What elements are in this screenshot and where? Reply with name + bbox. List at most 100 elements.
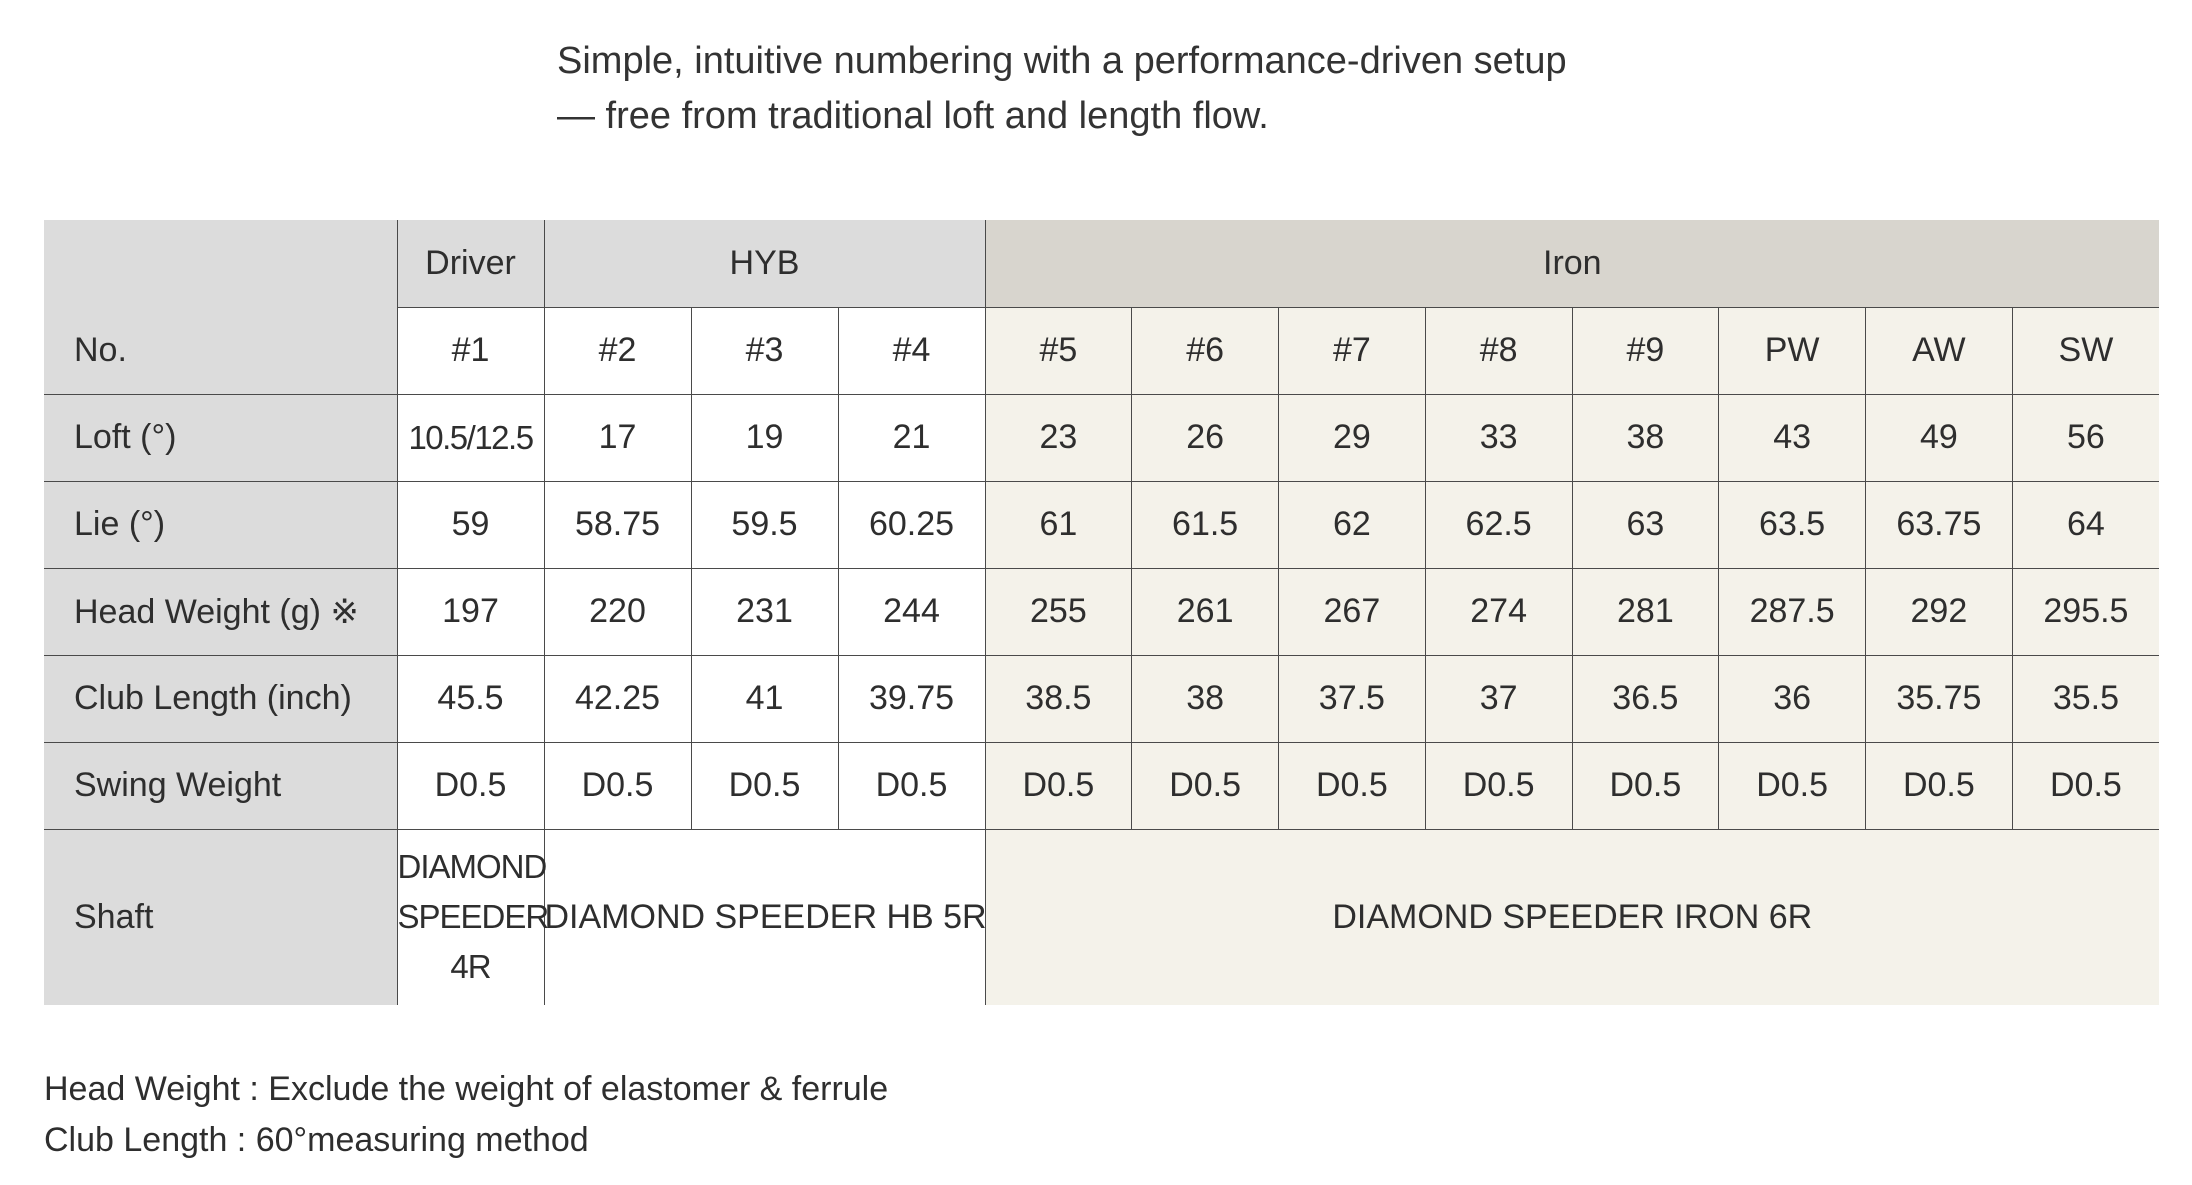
table-cell: 41 (690, 654, 838, 742)
table-cell: #8 (1424, 306, 1572, 394)
table-cell: 63.5 (1718, 480, 1866, 568)
table-cell: D0.5 (2011, 741, 2160, 829)
table-cell: #3 (690, 306, 838, 394)
table-cell: 62 (1278, 480, 1426, 568)
table-cell: D0.5 (984, 741, 1132, 829)
table-cell: 36.5 (1571, 654, 1719, 742)
table-cell: D0.5 (1718, 741, 1866, 829)
table-cell: #9 (1571, 306, 1719, 394)
table-row-swing-weight: Swing Weight D0.5 D0.5 D0.5 D0.5 D0.5 D0.5 D0.… (44, 741, 2160, 829)
note-head-weight: Head Weight : Exclude the weight of elas… (44, 1070, 889, 1108)
table-cell: 39.75 (837, 654, 985, 742)
table-cell: 45.5 (396, 654, 544, 742)
corner-cell (44, 220, 397, 307)
table-cell: 274 (1424, 567, 1572, 655)
table-cell: D0.5 (543, 741, 691, 829)
table-cell: 61.5 (1131, 480, 1279, 568)
table-row-no: No. #1 #2 #3 #4 #5 #6 #7 #8 #9 PW AW SW (44, 306, 2160, 394)
shaft-hyb-cell: DIAMOND SPEEDER HB 5R (543, 828, 987, 1005)
table-cell: D0.5 (1278, 741, 1426, 829)
table-cell: 261 (1131, 567, 1279, 655)
table-row-lie: Lie (°) 59 58.75 59.5 60.25 61 61.5 62 62.5 63 63… (44, 480, 2160, 568)
table-cell: 62.5 (1424, 480, 1572, 568)
table-cell: #5 (984, 306, 1132, 394)
group-header-driver: Driver (396, 220, 544, 307)
group-header-row: Driver HYB Iron (44, 220, 2160, 307)
table-cell: 281 (1571, 567, 1719, 655)
row-label-loft: Loft (°) (44, 393, 397, 481)
note-club-length: Club Length : 60°measuring method (44, 1121, 589, 1159)
table-cell: 29 (1278, 393, 1426, 481)
table-cell: 43 (1718, 393, 1866, 481)
table-cell: 21 (837, 393, 985, 481)
group-header-iron: Iron (984, 220, 2160, 307)
table-cell: 35.5 (2011, 654, 2160, 742)
table-cell: 38 (1571, 393, 1719, 481)
table-cell: 220 (543, 567, 691, 655)
table-cell: 37 (1424, 654, 1572, 742)
table-cell: 37.5 (1278, 654, 1426, 742)
table-cell: #6 (1131, 306, 1279, 394)
table-cell: D0.5 (690, 741, 838, 829)
table-row-loft: Loft (°) 10.5/12.5 17 19 21 23 26 29 33 38 43 49 56 (44, 393, 2160, 481)
table-cell: SW (2011, 306, 2160, 394)
table-cell: 295.5 (2011, 567, 2160, 655)
table-cell: 231 (690, 567, 838, 655)
table-cell: 35.75 (1865, 654, 2013, 742)
table-cell: 59.5 (690, 480, 838, 568)
table-cell: 10.5/12.5 (396, 393, 544, 481)
row-label-swing-weight: Swing Weight (44, 741, 397, 829)
intro-line-1: Simple, intuitive numbering with a perfo… (557, 40, 1567, 82)
shaft-iron-cell: DIAMOND SPEEDER IRON 6R (984, 828, 2160, 1005)
table-cell: 63.75 (1865, 480, 2013, 568)
table-cell: 49 (1865, 393, 2013, 481)
table-cell: 36 (1718, 654, 1866, 742)
group-header-hyb: HYB (543, 220, 985, 307)
table-row-club-length: Club Length (inch) 45.5 42.25 41 39.75 38.5 3… (44, 654, 2160, 742)
shaft-driver-cell: DIAMOND SPEEDER 4R (396, 828, 549, 1005)
table-cell: 59 (396, 480, 544, 568)
table-cell: #4 (837, 306, 985, 394)
table-cell: 38.5 (984, 654, 1132, 742)
table-cell: #1 (396, 306, 544, 394)
footnotes: Head Weight : Exclude the weight of elas… (44, 1064, 888, 1166)
table-cell: D0.5 (1571, 741, 1719, 829)
table-cell: 33 (1424, 393, 1572, 481)
row-label-lie: Lie (°) (44, 480, 397, 568)
row-label-no: No. (44, 307, 397, 394)
table-cell: 26 (1131, 393, 1279, 481)
row-label-club-length: Club Length (inch) (44, 654, 397, 742)
table-cell: D0.5 (837, 741, 985, 829)
table-cell: 63 (1571, 480, 1719, 568)
table-cell: 267 (1278, 567, 1426, 655)
table-cell: D0.5 (1424, 741, 1572, 829)
table-cell: 287.5 (1718, 567, 1866, 655)
table-cell: 56 (2011, 393, 2160, 481)
table-cell: 61 (984, 480, 1132, 568)
table-cell: PW (1718, 306, 1866, 394)
intro-text: Simple, intuitive numbering with a perfo… (557, 34, 1857, 144)
table-cell: 64 (2011, 480, 2160, 568)
table-cell: 38 (1131, 654, 1279, 742)
table-row-head-weight: Head Weight (g) ※ 197 220 231 244 255 261 267 2… (44, 567, 2160, 655)
table-row-shaft: Shaft DIAMOND SPEEDER 4R DIAMOND SPEEDER… (44, 828, 2160, 1005)
table-cell: 19 (690, 393, 838, 481)
table-cell: 23 (984, 393, 1132, 481)
table-cell: AW (1865, 306, 2013, 394)
table-cell: D0.5 (1131, 741, 1279, 829)
row-label-head-weight: Head Weight (g) ※ (44, 567, 397, 655)
table-cell: 58.75 (543, 480, 691, 568)
row-label-shaft: Shaft (44, 828, 397, 1005)
table-cell: D0.5 (396, 741, 544, 829)
table-cell: 42.25 (543, 654, 691, 742)
table-cell: #7 (1278, 306, 1426, 394)
table-cell: 244 (837, 567, 985, 655)
table-cell: D0.5 (1865, 741, 2013, 829)
club-specs-table: Driver HYB Iron No. #1 #2 #3 #4 #5 #6 #7 #8 #9 PW… (44, 220, 2160, 1005)
intro-line-2: — free from traditional loft and length … (557, 95, 1269, 137)
table-cell: 255 (984, 567, 1132, 655)
table-cell: 292 (1865, 567, 2013, 655)
table-cell: 17 (543, 393, 691, 481)
table-cell: 60.25 (837, 480, 985, 568)
table-cell: #2 (543, 306, 691, 394)
